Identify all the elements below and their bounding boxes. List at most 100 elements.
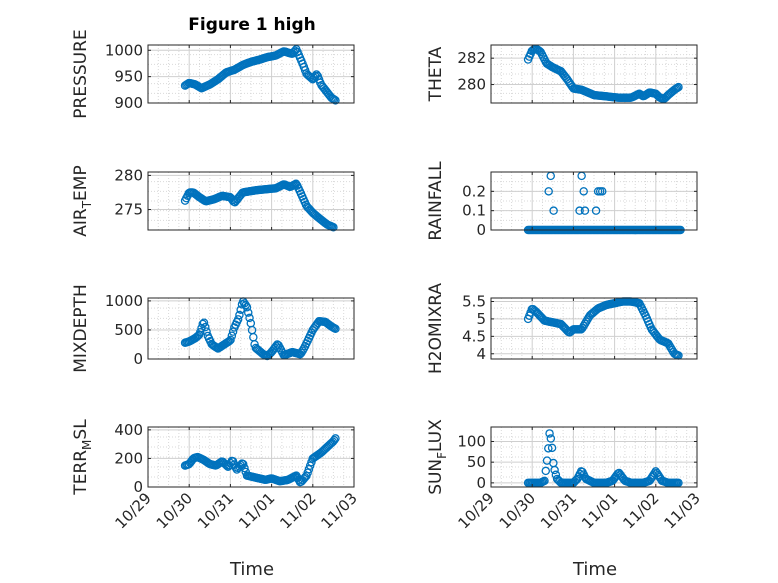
data-point: [541, 466, 551, 476]
x-tick-label: 11/03: [661, 489, 704, 532]
x-tick-label: 10/31: [537, 489, 580, 532]
data-point: [545, 429, 554, 438]
data-point: [547, 443, 557, 453]
y-tick-label: 0.2: [462, 182, 486, 200]
data-point: [674, 478, 683, 488]
x-tick-label: 11/01: [235, 489, 278, 532]
data-point: [674, 82, 683, 92]
axes-box: [490, 171, 698, 231]
data-point: [540, 476, 549, 486]
axes-box: [490, 44, 698, 104]
x-tick-label: 11/02: [276, 489, 319, 532]
y-tick-label: 5.5: [462, 292, 486, 310]
y-tick-label: 100: [457, 432, 486, 450]
data-point: [550, 465, 559, 475]
panel-pressure: 900 950 1000 PRESSURE: [71, 29, 355, 119]
panel-rainfall: 00.1 0.2 RAINFALL: [426, 161, 698, 241]
data-point: [250, 340, 259, 349]
y-tick-label: 282: [457, 49, 486, 67]
panel-h2omixra: 44.555.5 H2OMIXRA: [426, 283, 698, 374]
data-point: [233, 315, 243, 324]
y-axis-label: RAINFALL: [426, 161, 446, 241]
axes-box: [147, 297, 355, 360]
data-point: [544, 444, 553, 453]
panel-mixdepth: 0 500 1000 MIXDEPTH: [71, 284, 355, 373]
y-axis-label: PRESSURE: [71, 29, 91, 118]
y-axis-label: TERRMSL: [71, 419, 94, 496]
y-tick-label: 5: [476, 310, 486, 328]
x-tick-label: 11/02: [619, 489, 662, 532]
y-axis-label: SUNFLUX: [426, 419, 449, 495]
panel-air_temp: 275 280 AIRTEMP: [71, 165, 355, 237]
axes-box: [147, 44, 355, 104]
data-point: [235, 310, 244, 320]
y-tick-label: 200: [114, 449, 143, 467]
y-tick-label: 0: [476, 221, 486, 239]
data-point: [226, 335, 235, 345]
data-point: [331, 434, 340, 443]
y-tick-label: 0: [476, 474, 486, 492]
data-point: [240, 463, 249, 473]
data-point: [331, 324, 340, 334]
y-axis-label: H2OMIXRA: [426, 283, 446, 374]
y-tick-label: 50: [467, 453, 486, 471]
data-point: [546, 434, 556, 443]
data-point: [199, 318, 209, 327]
y-tick-label: 400: [114, 421, 143, 439]
data-point: [244, 308, 253, 317]
y-tick-label: 0: [133, 478, 143, 496]
data-point: [223, 337, 233, 347]
data-point: [245, 313, 254, 323]
y-tick-label: 275: [114, 201, 143, 219]
figure-title: Figure 1 high: [188, 15, 316, 35]
y-tick-label: 950: [114, 68, 143, 86]
data-point: [331, 96, 340, 105]
x-axis-label-right: Time: [572, 559, 617, 580]
data-point: [221, 460, 230, 469]
data-point: [544, 187, 553, 196]
y-axis-label: THETA: [426, 46, 446, 102]
panel-theta: 280 282 THETA: [426, 44, 698, 104]
data-point: [591, 206, 601, 215]
data-point: [329, 223, 338, 232]
y-tick-label: 280: [457, 76, 486, 94]
y-tick-label: 280: [114, 166, 143, 184]
data-point: [238, 459, 248, 469]
y-tick-label: 0: [133, 350, 143, 368]
axes-box: [147, 171, 355, 231]
x-tick-label: 11/03: [318, 489, 361, 532]
y-axis-label: MIXDEPTH: [71, 284, 91, 373]
x-tick-label: 10/30: [496, 489, 539, 532]
data-point: [300, 473, 310, 482]
y-tick-label: 0.1: [462, 202, 486, 220]
data-point: [312, 70, 321, 79]
x-tick-label: 11/01: [578, 489, 621, 532]
y-tick-label: 500: [114, 321, 143, 339]
axes-box: [490, 426, 698, 488]
x-tick-label: 10/31: [194, 489, 237, 532]
data-point: [575, 206, 584, 215]
y-axis-label: AIRTEMP: [71, 165, 94, 236]
data-point: [242, 302, 252, 312]
data-point: [329, 435, 339, 445]
data-point: [225, 336, 234, 346]
data-point: [549, 206, 558, 215]
x-tick-label: 10/30: [153, 489, 196, 532]
panel-terr_msl: 020040010/2910/3010/3111/0111/0211/03TER…: [71, 419, 361, 533]
x-axis-label-left: Time: [229, 559, 274, 580]
axes-box: [147, 426, 355, 488]
data-point: [597, 187, 607, 196]
data-point: [580, 206, 590, 215]
y-tick-label: 900: [114, 94, 143, 112]
y-tick-label: 4.5: [462, 327, 486, 345]
data-point: [291, 179, 301, 189]
x-tick-label: 10/29: [455, 489, 498, 532]
data-point: [195, 327, 205, 337]
data-point: [579, 187, 588, 196]
data-point: [227, 331, 237, 340]
y-tick-label: 1000: [105, 41, 143, 59]
axes-box: [490, 297, 698, 360]
data-point: [201, 322, 210, 332]
